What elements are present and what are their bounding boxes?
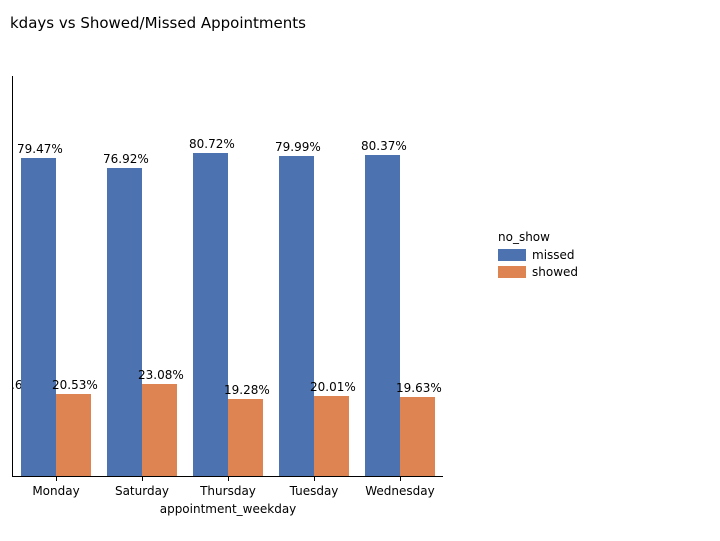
- legend-label: missed: [532, 248, 575, 262]
- bar-showed: [56, 394, 91, 476]
- bar-label: 20.53%: [52, 378, 98, 392]
- x-tick-label: Tuesday: [290, 484, 339, 498]
- bar-label: 80.72%: [189, 137, 235, 151]
- bar-missed: [279, 156, 314, 476]
- legend-item: showed: [498, 265, 578, 279]
- legend-title: no_show: [498, 230, 578, 244]
- bar-label: 20.01%: [310, 380, 356, 394]
- bar-showed: [400, 397, 435, 476]
- legend-swatch: [498, 266, 526, 278]
- bar-label: 76.92%: [103, 152, 149, 166]
- legend-label: showed: [532, 265, 578, 279]
- x-tick-label: Thursday: [200, 484, 256, 498]
- bar-missed: [365, 155, 400, 476]
- bar-label: 79.47%: [17, 142, 63, 156]
- x-tick-mark: [142, 476, 143, 481]
- bar-label: 19.28%: [224, 383, 270, 397]
- x-tick-mark: [314, 476, 315, 481]
- x-tick-mark: [400, 476, 401, 481]
- legend-item: missed: [498, 248, 578, 262]
- bar-label: 80.37%: [361, 139, 407, 153]
- x-tick-label: Wednesday: [365, 484, 434, 498]
- bar-missed: [21, 158, 56, 476]
- bar-showed: [228, 399, 263, 476]
- x-tick-label: Saturday: [115, 484, 169, 498]
- x-tick-label: Monday: [32, 484, 79, 498]
- x-tick-mark: [56, 476, 57, 481]
- legend-swatch: [498, 249, 526, 261]
- chart-container: kdays vs Showed/Missed Appointments .6%7…: [0, 0, 720, 541]
- x-axis-label: appointment_weekday: [160, 502, 297, 516]
- bar-showed: [314, 396, 349, 476]
- bar-label: 23.08%: [138, 368, 184, 382]
- legend: no_show missed showed: [498, 230, 578, 282]
- bar-showed: [142, 384, 177, 476]
- x-tick-mark: [228, 476, 229, 481]
- chart-title: kdays vs Showed/Missed Appointments: [10, 14, 306, 32]
- bar-label: 79.99%: [275, 140, 321, 154]
- bar-missed: [107, 168, 142, 476]
- plot-area: .6%79.47%20.53%Monday76.92%23.08%Saturda…: [12, 76, 443, 477]
- bar-label: 19.63%: [396, 381, 442, 395]
- bar-missed: [193, 153, 228, 476]
